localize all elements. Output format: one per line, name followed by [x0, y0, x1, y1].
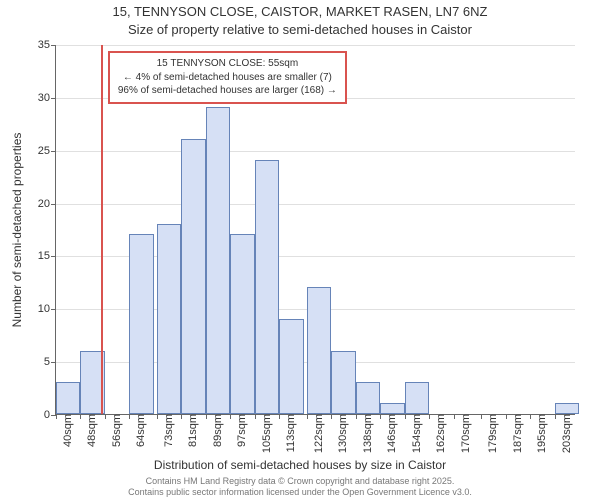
histogram-bar: [279, 319, 303, 414]
x-tick-label: 162sqm: [429, 414, 447, 453]
x-tick-label: 97sqm: [230, 414, 248, 447]
y-tick-label: 5: [44, 356, 56, 368]
y-tick-label: 35: [38, 39, 56, 51]
x-tick-label: 122sqm: [307, 414, 325, 453]
callout-line3: 96% of semi-detached houses are larger (…: [118, 84, 337, 98]
attribution-line1: Contains HM Land Registry data © Crown c…: [0, 476, 600, 487]
histogram-bar: [380, 403, 404, 414]
x-tick-label: 203sqm: [555, 414, 573, 453]
x-tick-label: 195sqm: [530, 414, 548, 453]
plot-area: 0510152025303540sqm48sqm56sqm64sqm73sqm8…: [55, 45, 575, 415]
y-axis-label: Number of semi-detached properties: [10, 133, 24, 328]
histogram-bar: [129, 234, 153, 414]
grid-line: [56, 204, 575, 205]
highlight-line: [101, 45, 103, 414]
histogram-bar: [356, 382, 380, 414]
callout-line2: ← 4% of semi-detached houses are smaller…: [118, 71, 337, 85]
x-tick-label: 113sqm: [279, 414, 297, 452]
chart-title-line1: 15, TENNYSON CLOSE, CAISTOR, MARKET RASE…: [0, 4, 600, 19]
histogram-bar: [555, 403, 579, 414]
y-tick-label: 15: [38, 250, 56, 262]
y-tick-label: 25: [38, 145, 56, 157]
x-tick-label: 146sqm: [380, 414, 398, 453]
histogram-bar: [255, 160, 279, 414]
x-tick-label: 48sqm: [80, 414, 98, 447]
grid-line: [56, 45, 575, 46]
x-tick-label: 56sqm: [105, 414, 123, 447]
grid-line: [56, 151, 575, 152]
attribution: Contains HM Land Registry data © Crown c…: [0, 476, 600, 499]
x-tick-label: 40sqm: [56, 414, 74, 447]
chart-title-line2: Size of property relative to semi-detach…: [0, 22, 600, 37]
x-tick-label: 64sqm: [129, 414, 147, 447]
x-axis-label: Distribution of semi-detached houses by …: [0, 458, 600, 472]
y-tick-label: 20: [38, 198, 56, 210]
histogram-chart: 15, TENNYSON CLOSE, CAISTOR, MARKET RASE…: [0, 0, 600, 500]
x-tick-label: 73sqm: [157, 414, 175, 447]
attribution-line2: Contains public sector information licen…: [0, 487, 600, 498]
callout-line1: 15 TENNYSON CLOSE: 55sqm: [118, 57, 337, 71]
y-tick-label: 10: [38, 303, 56, 315]
x-tick-label: 138sqm: [356, 414, 374, 453]
histogram-bar: [157, 224, 181, 414]
histogram-bar: [56, 382, 80, 414]
x-tick-label: 89sqm: [206, 414, 224, 447]
y-tick-label: 0: [44, 409, 56, 421]
histogram-bar: [405, 382, 429, 414]
histogram-bar: [307, 287, 331, 414]
histogram-bar: [230, 234, 254, 414]
histogram-bar: [331, 351, 355, 414]
x-tick-label: 170sqm: [454, 414, 472, 453]
histogram-bar: [206, 107, 230, 414]
x-tick-label: 105sqm: [255, 414, 273, 453]
y-tick-label: 30: [38, 92, 56, 104]
histogram-bar: [181, 139, 205, 414]
x-tick-label: 187sqm: [506, 414, 524, 453]
callout-box: 15 TENNYSON CLOSE: 55sqm ← 4% of semi-de…: [108, 51, 347, 104]
x-tick-label: 179sqm: [481, 414, 499, 453]
x-tick-label: 154sqm: [405, 414, 423, 453]
x-tick-label: 130sqm: [331, 414, 349, 453]
x-tick-label: 81sqm: [181, 414, 199, 447]
